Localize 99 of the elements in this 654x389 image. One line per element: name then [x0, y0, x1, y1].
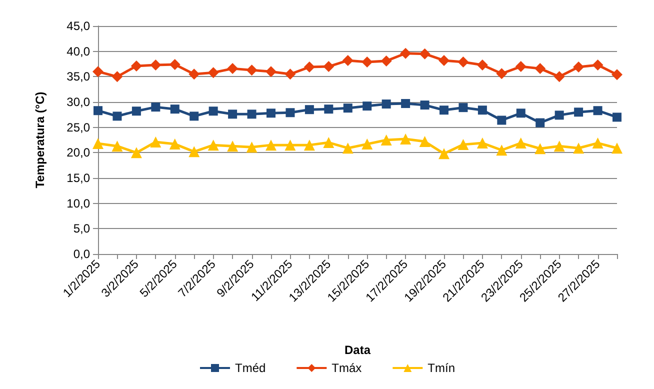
- point: [130, 147, 142, 158]
- point: [246, 142, 258, 153]
- point: [228, 110, 238, 119]
- point: [304, 62, 315, 73]
- point: [380, 55, 392, 66]
- point: [170, 104, 180, 114]
- point: [612, 142, 622, 154]
- point: [573, 142, 584, 154]
- point: [169, 59, 180, 70]
- point: [438, 54, 450, 66]
- point: [573, 62, 584, 73]
- point: [246, 64, 258, 76]
- point: [266, 108, 276, 118]
- point: [478, 106, 487, 115]
- point: [476, 138, 488, 149]
- y-tick-label: 30,0: [66, 95, 90, 109]
- point: [150, 136, 162, 148]
- point: [150, 60, 162, 71]
- point: [592, 60, 604, 71]
- point: [208, 67, 219, 78]
- point: [208, 140, 219, 151]
- x-axis-title: Data: [344, 343, 371, 357]
- point: [496, 144, 508, 156]
- point: [169, 138, 180, 150]
- point: [323, 61, 334, 72]
- point: [419, 48, 430, 60]
- point: [304, 105, 314, 114]
- point: [188, 146, 200, 158]
- point: [476, 60, 488, 71]
- point: [132, 106, 141, 116]
- point: [516, 108, 526, 118]
- point: [227, 140, 238, 152]
- point: [419, 136, 430, 148]
- point: [592, 138, 604, 149]
- point: [266, 66, 276, 78]
- point: [534, 63, 546, 74]
- y-tick-label: 40,0: [66, 44, 90, 58]
- point: [92, 66, 104, 78]
- point: [190, 112, 199, 121]
- point: [342, 142, 354, 154]
- point: [554, 140, 565, 152]
- y-tick-label: 45,0: [66, 19, 90, 33]
- point: [400, 48, 412, 59]
- point: [554, 71, 565, 82]
- point: [112, 71, 123, 82]
- point: [304, 140, 315, 151]
- point: [323, 137, 334, 148]
- point: [458, 139, 469, 150]
- point: [401, 99, 410, 108]
- point: [593, 106, 602, 116]
- point: [343, 104, 352, 113]
- point: [92, 138, 104, 150]
- point: [208, 106, 218, 116]
- point: [151, 102, 160, 112]
- point: [266, 140, 276, 151]
- point: [420, 100, 430, 110]
- y-tick-label: 5,0: [73, 222, 90, 236]
- point: [112, 140, 123, 152]
- point: [400, 133, 412, 144]
- point: [284, 140, 296, 151]
- y-tick-label: 25,0: [66, 120, 90, 134]
- point: [130, 60, 142, 72]
- point: [515, 61, 526, 72]
- point: [94, 106, 102, 116]
- point: [536, 118, 545, 128]
- point: [362, 102, 372, 111]
- point: [534, 143, 546, 154]
- point: [612, 69, 622, 80]
- point: [324, 104, 334, 114]
- point: [438, 148, 450, 160]
- point: [227, 63, 238, 74]
- point: [362, 138, 373, 150]
- point: [247, 110, 256, 119]
- point: [554, 110, 564, 120]
- point: [286, 108, 295, 118]
- y-tick-label: 0,0: [73, 247, 90, 261]
- point: [515, 138, 526, 149]
- point: [458, 103, 468, 112]
- point: [574, 108, 584, 117]
- point: [342, 54, 354, 66]
- point: [112, 112, 122, 121]
- point: [188, 68, 200, 80]
- point: [458, 56, 469, 68]
- point: [380, 134, 392, 146]
- y-tick-label: 15,0: [66, 171, 90, 185]
- point: [284, 68, 296, 80]
- point: [362, 56, 373, 68]
- legend-label: Tmáx: [332, 361, 362, 375]
- legend-label: Tmín: [428, 361, 456, 375]
- y-tick-label: 20,0: [66, 146, 90, 160]
- y-tick-label: 10,0: [66, 196, 90, 210]
- point: [496, 68, 508, 80]
- point: [612, 112, 622, 122]
- y-tick-label: 35,0: [66, 70, 90, 84]
- point: [382, 100, 391, 109]
- legend-label: Tméd: [234, 361, 266, 375]
- point: [440, 106, 448, 115]
- point: [497, 116, 506, 125]
- y-axis-title: Temperatura (°C): [33, 92, 47, 188]
